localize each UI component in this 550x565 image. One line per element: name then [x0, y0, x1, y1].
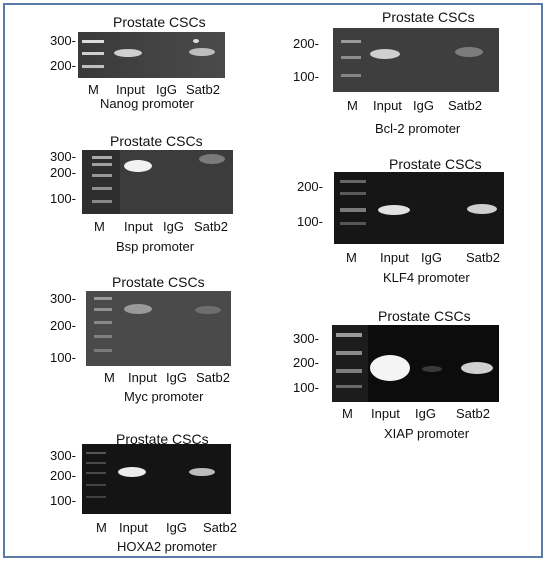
lane-label-igg: IgG — [156, 82, 177, 97]
lane-label-satb2: Satb2 — [203, 520, 237, 535]
lane-label-satb2: Satb2 — [194, 219, 228, 234]
panel-title: Prostate CSCs — [389, 156, 482, 172]
tick-label: 200- — [49, 58, 76, 73]
tick-label: 300- — [292, 331, 319, 346]
lane-label-satb2: Satb2 — [466, 250, 500, 265]
panel-title: Prostate CSCs — [116, 431, 209, 447]
panel-title: Prostate CSCs — [110, 133, 203, 149]
tick-label: 200- — [296, 179, 323, 194]
tick-label: 200- — [292, 36, 319, 51]
gel-image — [82, 150, 233, 214]
gel-image — [86, 291, 231, 366]
lane-label-input: Input — [128, 370, 157, 385]
tick-label: 100- — [296, 214, 323, 229]
lane-label-marker: M — [346, 250, 357, 265]
lane-label-marker: M — [104, 370, 115, 385]
lane-label-satb2: Satb2 — [456, 406, 490, 421]
panel-title: Prostate CSCs — [382, 9, 475, 25]
lane-label-input: Input — [124, 219, 153, 234]
panel-title: Prostate CSCs — [113, 14, 206, 30]
panel-caption: Nanog promoter — [100, 96, 194, 111]
lane-label-input: Input — [371, 406, 400, 421]
tick-label: 200- — [49, 165, 76, 180]
lane-label-satb2: Satb2 — [186, 82, 220, 97]
panel-caption: Bcl-2 promoter — [375, 121, 461, 136]
tick-label: 300- — [49, 291, 76, 306]
lane-label-input: Input — [116, 82, 145, 97]
lane-label-satb2: Satb2 — [196, 370, 230, 385]
gel-image — [333, 28, 499, 92]
tick-label: 200- — [49, 318, 76, 333]
tick-label: 100- — [49, 350, 76, 365]
panel-caption: Myc promoter — [124, 389, 204, 404]
lane-label-input: Input — [373, 98, 402, 113]
lane-label-input: Input — [380, 250, 409, 265]
panel-title: Prostate CSCs — [378, 308, 471, 324]
lane-label-marker: M — [94, 219, 105, 234]
tick-label: 300- — [49, 448, 76, 463]
tick-label: 100- — [292, 69, 319, 84]
lane-label-marker: M — [347, 98, 358, 113]
panel-caption: XIAP promoter — [384, 426, 470, 441]
panel-caption: KLF4 promoter — [383, 270, 470, 285]
tick-label: 100- — [49, 191, 76, 206]
lane-label-igg: IgG — [415, 406, 436, 421]
tick-label: 100- — [49, 493, 76, 508]
lane-label-marker: M — [88, 82, 99, 97]
lane-label-igg: IgG — [413, 98, 434, 113]
gel-image — [78, 32, 225, 78]
lane-label-marker: M — [96, 520, 107, 535]
tick-label: 200- — [49, 468, 76, 483]
gel-image — [332, 325, 499, 402]
panel-title: Prostate CSCs — [112, 274, 205, 290]
tick-label: 200- — [292, 355, 319, 370]
lane-label-igg: IgG — [163, 219, 184, 234]
panel-caption: Bsp promoter — [116, 239, 195, 254]
lane-label-marker: M — [342, 406, 353, 421]
lane-label-igg: IgG — [421, 250, 442, 265]
lane-label-satb2: Satb2 — [448, 98, 482, 113]
panel-caption: HOXA2 promoter — [117, 539, 217, 554]
gel-image — [334, 172, 504, 244]
tick-label: 300- — [49, 149, 76, 164]
lane-label-igg: IgG — [166, 370, 187, 385]
tick-label: 100- — [292, 380, 319, 395]
lane-label-igg: IgG — [166, 520, 187, 535]
lane-label-input: Input — [119, 520, 148, 535]
gel-image — [82, 444, 231, 514]
tick-label: 300- — [49, 33, 76, 48]
